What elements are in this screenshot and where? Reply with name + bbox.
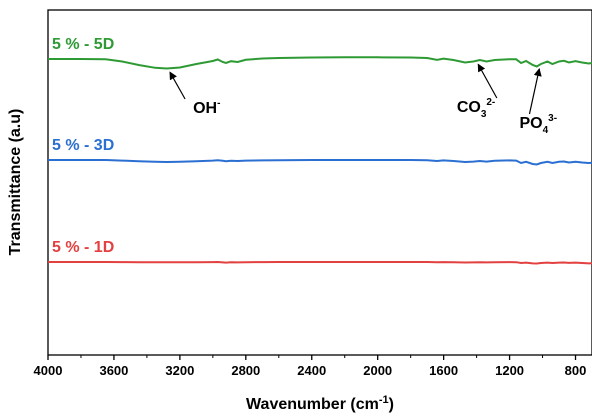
annotation-arrow-1 <box>169 71 186 100</box>
annotation-arrow-3 <box>528 68 542 115</box>
x-tick-label-800: 800 <box>565 363 587 378</box>
x-tick-label-3600: 3600 <box>99 363 128 378</box>
x-tick-label-2400: 2400 <box>297 363 326 378</box>
x-tick-label-2000: 2000 <box>363 363 392 378</box>
annotation-layer: OH- CO32- PO43- <box>169 63 557 136</box>
x-tick-label-2800: 2800 <box>231 363 260 378</box>
annotation-arrow-2 <box>477 63 498 99</box>
series-label-2: 5 % - 3D <box>52 137 114 154</box>
x-tick-label-1600: 1600 <box>429 363 458 378</box>
series-line-2 <box>48 159 592 166</box>
x-tick-label-1200: 1200 <box>495 363 524 378</box>
x-tick-label-4000: 4000 <box>34 363 63 378</box>
x-axis-title: Wavenumber (cm-1) <box>246 394 394 413</box>
series-line-1 <box>48 56 592 70</box>
series-line-3 <box>48 260 592 265</box>
y-axis-title: Transmittance (a.u) <box>7 109 24 256</box>
series-label-3: 5 % - 1D <box>52 239 114 256</box>
annotation-label-3: PO43- <box>519 113 557 136</box>
annotation-label-2: CO32- <box>457 97 495 120</box>
x-axis-title-sup: -1 <box>379 394 389 406</box>
series-layer: 5 % - 5D 5 % - 3D 5 % - 1D <box>48 36 592 265</box>
annotation-label-1: OH- <box>193 98 220 117</box>
x-tick-label-3200: 3200 <box>165 363 194 378</box>
x-axis-ticks: 4000 3600 3200 2800 2400 2000 1600 1200 800 <box>34 355 587 378</box>
plot-frame <box>47 9 592 356</box>
series-label-1: 5 % - 5D <box>52 36 114 53</box>
